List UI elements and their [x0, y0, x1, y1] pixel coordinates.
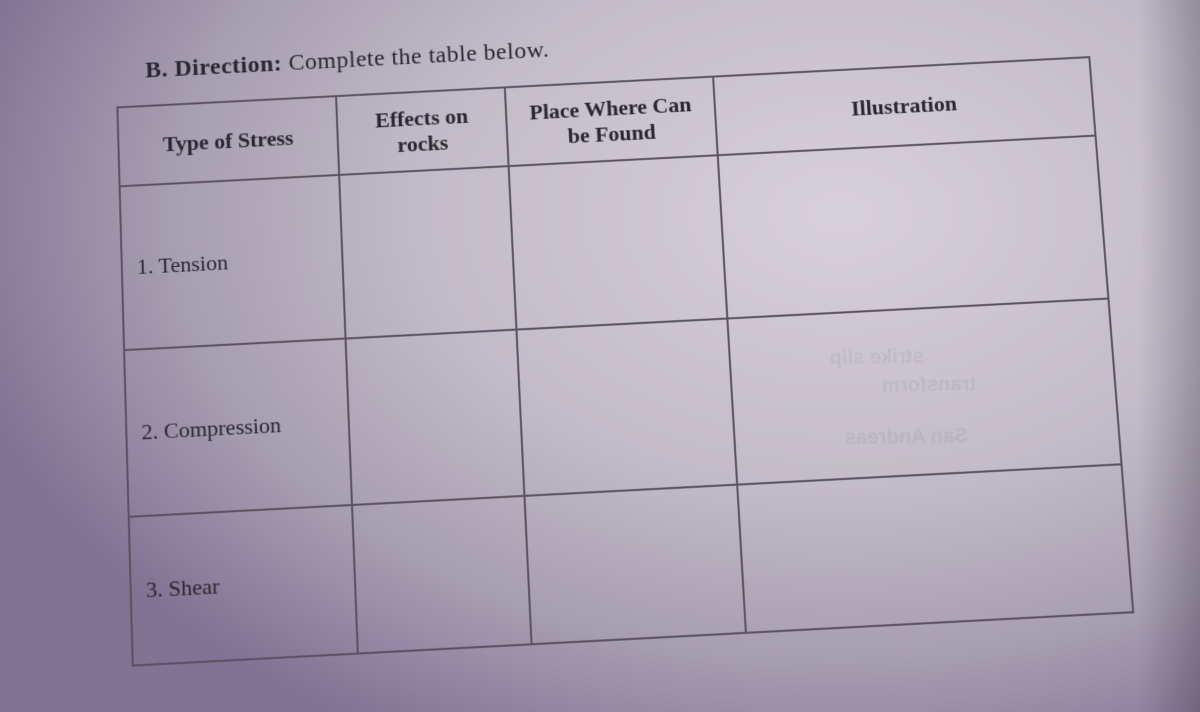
direction-line: B. Direction: Complete the table below. — [145, 37, 550, 84]
cell-place-3 — [524, 485, 745, 645]
col-header-effects: Effects on rocks — [336, 87, 509, 175]
cell-type-1: 1. Tension — [120, 175, 346, 350]
worksheet-page: B. Direction: Complete the table below. … — [0, 0, 1200, 712]
cell-place-1 — [509, 155, 728, 329]
stress-table: Type of Stress Effects on rocks Place Wh… — [116, 56, 1134, 667]
cell-type-2: 2. Compression — [124, 339, 352, 517]
direction-label-rest: Complete the table below. — [282, 37, 550, 76]
sheet-transform-wrapper: B. Direction: Complete the table below. … — [0, 0, 1200, 712]
direction-label-bold: B. Direction: — [145, 51, 283, 84]
cell-eff-1 — [339, 166, 516, 338]
cell-illus-2 — [727, 299, 1121, 485]
col-header-place: Place Where Can be Found — [505, 77, 718, 167]
cell-illus-3 — [737, 464, 1133, 633]
cell-eff-3 — [352, 496, 532, 654]
cell-type-3: 3. Shear — [129, 505, 358, 666]
col-header-type: Type of Stress — [117, 96, 339, 186]
cell-eff-2 — [346, 330, 525, 505]
cell-place-2 — [516, 319, 737, 496]
cell-illus-1 — [718, 136, 1109, 319]
